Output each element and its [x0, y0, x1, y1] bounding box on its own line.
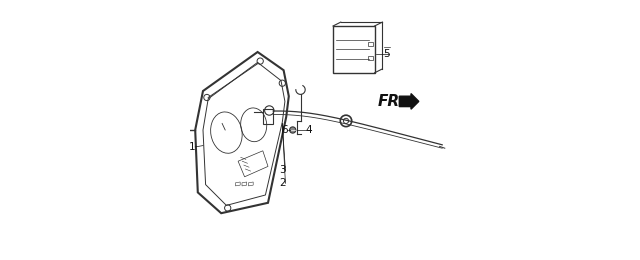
Text: 5: 5 — [383, 49, 390, 59]
Bar — [368, 42, 372, 46]
Text: 4: 4 — [305, 125, 312, 135]
Text: FR.: FR. — [377, 94, 405, 109]
FancyArrow shape — [399, 94, 419, 109]
Bar — [368, 56, 372, 60]
Bar — [263, 109, 273, 124]
Circle shape — [289, 127, 296, 133]
Text: 2: 2 — [279, 178, 285, 188]
Text: 1: 1 — [189, 142, 196, 152]
Text: 6: 6 — [282, 125, 288, 135]
Text: 3: 3 — [279, 165, 285, 175]
Bar — [333, 26, 374, 73]
